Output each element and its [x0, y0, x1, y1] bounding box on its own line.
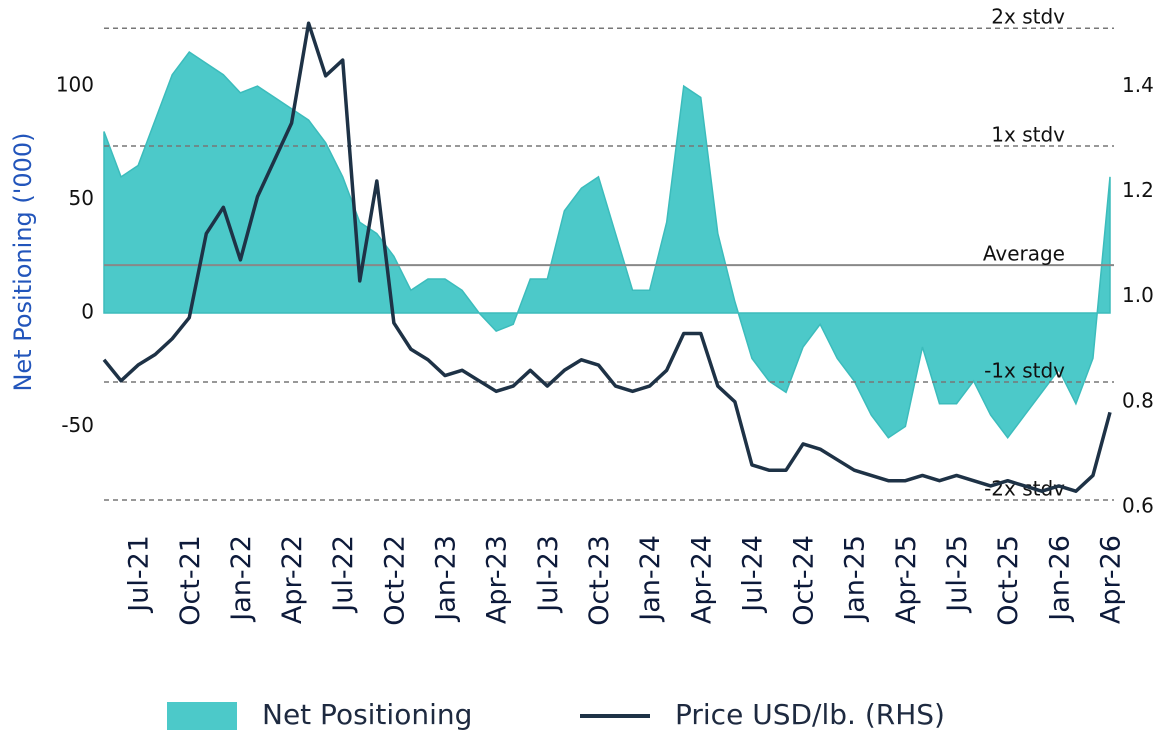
- legend-label: Price USD/lb. (RHS): [675, 698, 945, 731]
- area: [103, 51, 1111, 440]
- y2-tick-label: 0.8: [1122, 388, 1154, 412]
- y-tick-label: 0: [81, 299, 94, 323]
- x-tick-label: Oct-25: [993, 535, 1024, 626]
- x-tick-label: Apr-25: [891, 535, 922, 624]
- line: [102, 21, 1112, 493]
- y-tick-label: -50: [61, 413, 94, 437]
- y2-tick-label: 1.2: [1122, 178, 1154, 202]
- x-tick-label: Jan-26: [1044, 535, 1075, 623]
- y2-tick-label: 0.6: [1122, 494, 1154, 518]
- x-tick-label: Jan-23: [431, 535, 462, 623]
- x-tick-label: Oct-21: [175, 535, 206, 626]
- x-tick-label: Jan-25: [840, 535, 871, 623]
- x-tick-label: Apr-26: [1096, 535, 1127, 624]
- x-tick-label: Jul-25: [942, 535, 973, 614]
- y-tick-label: 50: [69, 186, 94, 210]
- legend-label: Net Positioning: [262, 698, 472, 731]
- reference-label: -1x stdv: [984, 358, 1065, 382]
- y2-tick-label: 1.0: [1122, 283, 1154, 307]
- y-tick-label: 100: [56, 73, 94, 97]
- x-tick-label: Jul-22: [328, 535, 359, 614]
- x-tick-label: Jan-24: [635, 535, 666, 623]
- x-tick-label: Jul-24: [737, 535, 768, 614]
- x-tick-label: Oct-24: [789, 535, 820, 626]
- reference-label: 1x stdv: [991, 122, 1065, 146]
- reference-label: Average: [983, 242, 1065, 266]
- y-axis-label: Net Positioning ('000): [9, 132, 37, 391]
- x-tick-label: Apr-22: [277, 535, 308, 624]
- y2-tick-label: 1.4: [1122, 73, 1154, 97]
- reference-label: 2x stdv: [991, 5, 1065, 29]
- x-tick-label: Oct-23: [584, 535, 615, 626]
- x-tick-label: Oct-22: [379, 535, 410, 626]
- x-tick-label: Jul-23: [533, 535, 564, 614]
- legend-swatch: [167, 702, 237, 730]
- x-tick-label: Apr-24: [686, 535, 717, 624]
- x-tick-label: Apr-23: [482, 535, 513, 624]
- x-tick-label: Jan-22: [226, 535, 257, 623]
- x-tick-label: Jul-21: [124, 535, 155, 614]
